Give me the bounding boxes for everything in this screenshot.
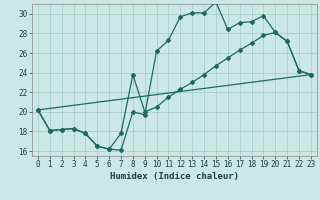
X-axis label: Humidex (Indice chaleur): Humidex (Indice chaleur) <box>110 172 239 181</box>
